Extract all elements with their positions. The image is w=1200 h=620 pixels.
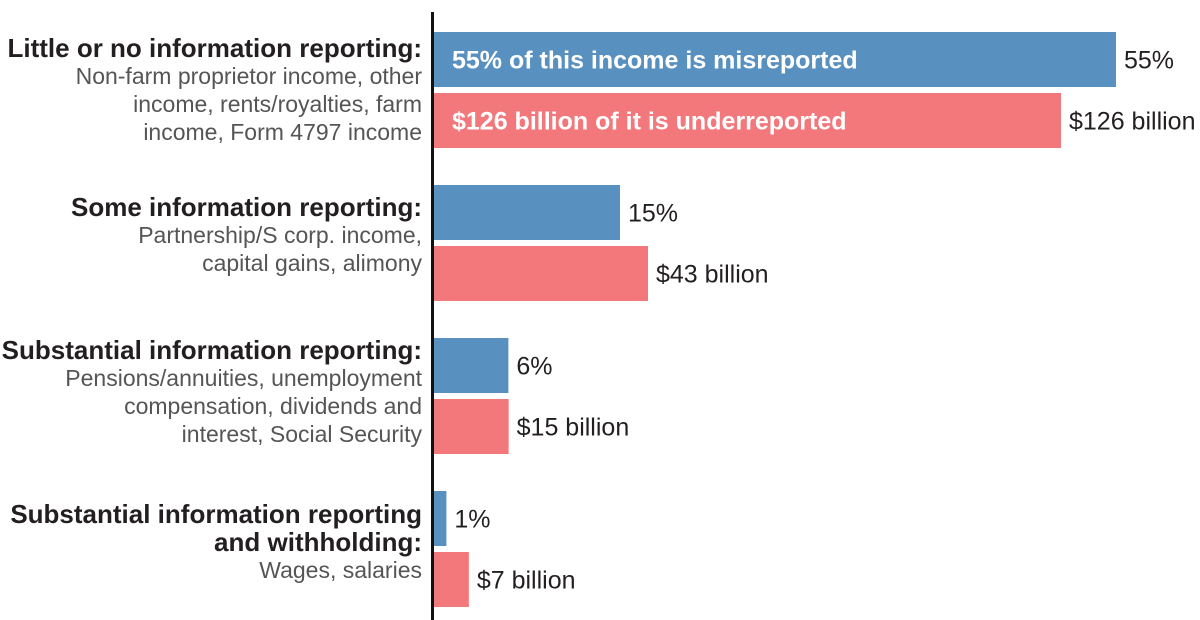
category-description: interest, Social Security [181,421,422,447]
category-title: Substantial information reporting [10,499,422,529]
category-description: compensation, dividends and [124,393,422,419]
category-label-1: Some information reporting: Partnership/S… [71,193,422,277]
category-description: Non-farm proprietor income, other [75,63,422,89]
bar-misreported-2 [434,338,509,393]
bar-misreported-1 [434,185,620,240]
bar-underreported-2 [434,399,509,454]
category-description: income, rents/royalties, farm [133,91,422,117]
bar-misreported-3 [434,491,447,546]
value-label-underreported-3: $7 billion [477,567,576,595]
bar-misreported-0 [434,32,1116,87]
category-description: Wages, salaries [259,557,422,583]
value-label-misreported-2: 6% [516,353,552,381]
category-description: income, Form 4797 income [143,119,422,145]
category-title: and withholding: [214,527,422,557]
y-axis-line [431,12,434,620]
bar-underreported-3 [434,552,469,607]
inline-annotation-underreported: $126 billion of it is underreported [452,108,847,136]
value-label-misreported-3: 1% [454,506,490,534]
bar-underreported-0 [434,93,1061,148]
value-label-underreported-0: $126 billion [1069,108,1196,136]
category-title: Little or no information reporting: [7,33,422,63]
category-title: Substantial information reporting: [1,335,422,365]
inline-annotation-misreported: 55% of this income is misreported [452,47,858,75]
category-description: capital gains, alimony [202,250,422,276]
category-label-2: Substantial information reporting: Pensio… [2,336,422,448]
value-label-misreported-1: 15% [628,200,678,228]
category-label-3: Substantial information reporting and wit… [10,500,422,584]
category-label-0: Little or no information reporting: Non-f… [7,34,422,146]
category-title: Some information reporting: [71,192,422,222]
value-label-misreported-0: 55% [1124,47,1174,75]
bar-underreported-1 [434,246,648,301]
value-label-underreported-2: $15 billion [517,414,630,442]
category-description: Pensions/annuities, unemployment [65,365,422,391]
category-description: Partnership/S corp. income, [138,222,422,248]
value-label-underreported-1: $43 billion [656,261,769,289]
